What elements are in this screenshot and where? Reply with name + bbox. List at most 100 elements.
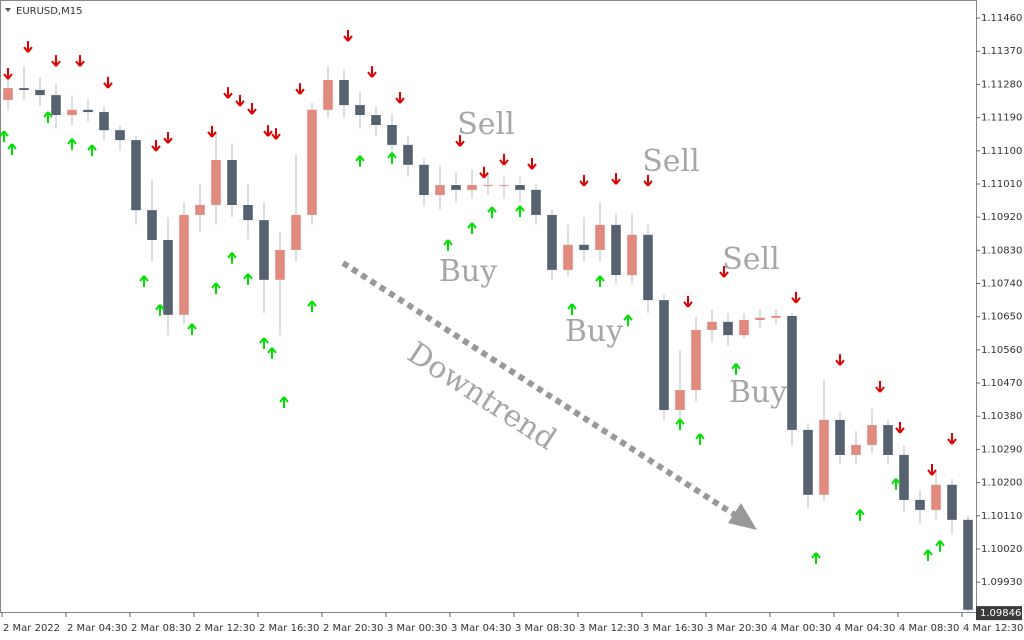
x-tick-label: 2 Mar 04:30 — [67, 623, 127, 634]
buy-arrow — [155, 304, 165, 316]
candle-body — [371, 115, 381, 125]
buy-arrow — [243, 273, 253, 285]
sell-arrow — [895, 421, 905, 434]
candle-body — [739, 320, 749, 336]
sell-arrow — [51, 55, 61, 67]
candle-body — [99, 112, 109, 131]
buy-arrow — [487, 206, 497, 219]
downtrend-arrow — [341, 260, 757, 530]
buy-arrow — [187, 323, 197, 335]
buy-arrow — [0, 130, 9, 143]
x-tick-label: 3 Mar 04:30 — [451, 623, 511, 634]
sell-arrow — [791, 291, 801, 304]
y-tick-label: 1.10110 — [981, 511, 1022, 522]
candle-body — [643, 234, 653, 301]
candle-body — [771, 315, 781, 318]
annotation: Buy — [729, 375, 787, 410]
candle-body — [179, 214, 189, 315]
sell-arrow — [223, 87, 233, 99]
sell-arrow — [683, 295, 693, 308]
buy-arrow — [259, 337, 269, 349]
buy-arrow — [935, 540, 945, 552]
sell-arrow — [207, 125, 217, 138]
x-tick-label: 3 Mar 20:30 — [707, 623, 767, 634]
candle-body — [115, 130, 125, 141]
y-tick-label: 1.10470 — [981, 378, 1022, 389]
sell-arrow — [367, 66, 377, 78]
candle-body — [819, 419, 829, 495]
candle-body — [483, 185, 493, 187]
buy-arrow — [7, 143, 17, 156]
buy-arrow — [211, 282, 221, 295]
candle-body — [51, 95, 61, 116]
last-price-box — [976, 606, 1022, 621]
buy-arrow — [443, 239, 453, 251]
sell-arrow — [875, 381, 885, 393]
x-tick-label: 4 Mar 08:30 — [899, 623, 959, 634]
sell-arrow — [271, 128, 281, 140]
candle-body — [803, 429, 813, 495]
candle-body — [259, 220, 269, 280]
buy-arrow — [307, 300, 317, 313]
candle-body — [515, 185, 525, 190]
annotation: Buy — [439, 254, 497, 289]
y-tick-label: 1.11280 — [981, 79, 1022, 90]
candle-body — [691, 329, 701, 391]
buy-arrow — [267, 347, 277, 359]
candle-body — [755, 317, 765, 321]
candle-body — [339, 80, 349, 106]
candle-body — [659, 300, 669, 410]
y-tick-label: 1.10290 — [981, 444, 1022, 455]
buy-arrow — [227, 252, 237, 264]
candle-body — [947, 484, 957, 520]
buy-arrow — [139, 275, 149, 288]
sell-arrow — [455, 135, 465, 147]
sell-arrow — [835, 354, 845, 366]
buy-arrow — [87, 144, 97, 157]
candle-body — [131, 140, 141, 211]
candle-body — [35, 89, 45, 96]
sell-arrow — [611, 173, 621, 185]
candle-body — [147, 210, 157, 241]
buy-arrow — [387, 152, 397, 164]
candle-body — [275, 249, 285, 280]
buy-arrow — [467, 222, 477, 234]
y-tick-label: 1.11100 — [981, 146, 1022, 157]
candle-body — [355, 105, 365, 116]
annotation: Sell — [457, 107, 515, 142]
sell-arrow — [343, 30, 353, 42]
y-tick-label: 1.10020 — [981, 544, 1022, 555]
sell-arrow — [643, 174, 653, 187]
x-tick-label: 2 Mar 16:30 — [259, 623, 319, 634]
sell-arrow — [103, 76, 113, 89]
candle-body — [627, 234, 637, 276]
y-tick-label: 1.11460 — [981, 13, 1022, 24]
candle-body — [195, 204, 205, 215]
annotation: Buy — [565, 314, 623, 349]
buy-arrow — [355, 155, 365, 167]
sell-arrow — [151, 139, 161, 152]
candle-body — [387, 124, 397, 145]
sell-arrow — [75, 55, 85, 67]
x-tick-label: 3 Mar 12:30 — [579, 623, 639, 634]
annotation: Sell — [722, 242, 780, 277]
candle-body — [931, 484, 941, 510]
buy-arrow — [695, 433, 705, 445]
buy-arrow — [595, 275, 605, 288]
y-tick-label: 1.11370 — [981, 46, 1022, 57]
sell-arrow — [263, 125, 273, 137]
candle-body — [243, 204, 253, 221]
buy-arrow — [811, 552, 821, 564]
candle-body — [611, 224, 621, 276]
y-tick-label: 1.10560 — [981, 345, 1022, 356]
annotation: Sell — [642, 144, 700, 179]
candle-body — [963, 519, 973, 610]
x-tick-label: 4 Mar 00:30 — [771, 623, 831, 634]
buy-arrow — [731, 363, 741, 375]
candle-body — [499, 185, 509, 187]
candle-body — [307, 109, 317, 215]
candle-body — [595, 224, 605, 250]
y-tick-label: 1.10740 — [981, 279, 1022, 290]
symbol-label: EURUSD,M15 — [16, 6, 82, 17]
